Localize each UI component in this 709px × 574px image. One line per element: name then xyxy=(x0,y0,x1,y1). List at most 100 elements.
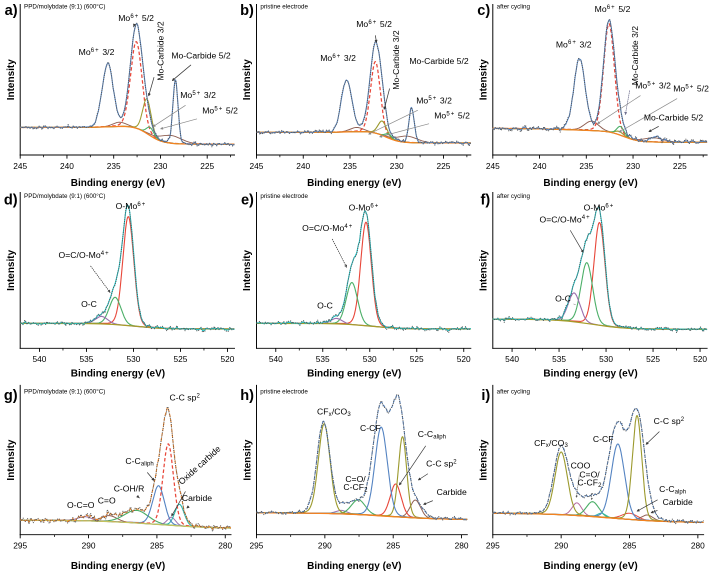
svg-text:M o 3: M o 3 / 2 6 + xyxy=(556,24,597,52)
svg-text:295: 295 xyxy=(13,541,27,551)
svg-text:pristine electrode: pristine electrode xyxy=(260,389,308,396)
svg-text:Carbide: Carbide xyxy=(437,487,467,497)
svg-text:Mo-Carbide 3/2: Mo-Carbide 3/2 xyxy=(156,21,166,81)
svg-text:O-C=O: O-C=O xyxy=(67,500,95,510)
svg-text:M o 5: M o 5 / 2 5 + xyxy=(202,91,243,119)
svg-text:290: 290 xyxy=(82,541,96,551)
svg-text:540: 540 xyxy=(269,354,283,364)
svg-text:230: 230 xyxy=(626,161,640,171)
svg-text:C - C a: C - C a l p h xyxy=(659,472,688,498)
svg-text:C F / C: C F / C O x 3 xyxy=(317,395,353,421)
svg-text:Mo-Carbide 5/2: Mo-Carbide 5/2 xyxy=(409,56,469,66)
svg-text:Intensity: Intensity xyxy=(479,59,490,101)
svg-text:C F / C: C F / C O x 3 xyxy=(534,426,570,452)
svg-text:240: 240 xyxy=(533,161,547,171)
svg-text:Intensity: Intensity xyxy=(6,59,17,101)
svg-text:i): i) xyxy=(481,388,490,404)
svg-text:h): h) xyxy=(240,388,254,404)
svg-text:e): e) xyxy=(241,193,254,209)
svg-text:g): g) xyxy=(4,388,18,404)
svg-text:Binding energy (eV): Binding energy (eV) xyxy=(71,561,165,572)
svg-text:290: 290 xyxy=(318,541,332,551)
svg-text:Intensity: Intensity xyxy=(242,439,253,481)
svg-text:535: 535 xyxy=(552,354,566,364)
svg-text:Carbide: Carbide xyxy=(182,493,212,503)
svg-text:COO: COO xyxy=(571,460,591,470)
svg-text:520: 520 xyxy=(457,354,471,364)
svg-text:280: 280 xyxy=(218,541,232,551)
svg-text:O - M o: O - M o 6 + xyxy=(116,186,147,214)
svg-text:Mo-Carbide 3/2: Mo-Carbide 3/2 xyxy=(630,26,640,86)
svg-text:285: 285 xyxy=(150,541,164,551)
svg-text:Binding energy (eV): Binding energy (eV) xyxy=(543,561,637,572)
svg-text:M o 3: M o 3 / 2 5 + xyxy=(180,75,221,103)
svg-text:280: 280 xyxy=(691,541,705,551)
svg-text:C-CF: C-CF xyxy=(360,423,381,433)
svg-text:PPD/molybdate (9:1) (600°C): PPD/molybdate (9:1) (600°C) xyxy=(24,193,105,200)
svg-text:Binding energy (eV): Binding energy (eV) xyxy=(307,369,401,380)
svg-text:Binding energy (eV): Binding energy (eV) xyxy=(71,178,165,189)
svg-text:230: 230 xyxy=(390,161,404,171)
svg-text:f): f) xyxy=(481,193,491,209)
svg-text:245: 245 xyxy=(13,161,27,171)
svg-text:b): b) xyxy=(240,3,254,19)
svg-text:240: 240 xyxy=(296,161,310,171)
svg-text:Binding energy (eV): Binding energy (eV) xyxy=(307,561,401,572)
svg-text:C - C: C - C s p 2 xyxy=(654,404,687,429)
svg-text:O - M o: O - M o 6 + xyxy=(584,188,615,216)
svg-text:Binding energy (eV): Binding energy (eV) xyxy=(71,369,165,380)
svg-text:230: 230 xyxy=(153,161,167,171)
svg-text:Intensity: Intensity xyxy=(479,249,490,291)
svg-text:c): c) xyxy=(477,3,490,19)
svg-text:O-C: O-C xyxy=(81,299,97,309)
svg-text:pristine electrode: pristine electrode xyxy=(260,4,308,11)
svg-text:240: 240 xyxy=(60,161,74,171)
svg-text:Intensity: Intensity xyxy=(6,439,17,481)
svg-text:after cycling: after cycling xyxy=(497,389,531,396)
svg-text:M o 3: M o 3 / 2 6 + xyxy=(79,32,120,60)
svg-text:C - C a: C - C a l i p h xyxy=(125,444,156,470)
svg-text:Binding energy (eV): Binding energy (eV) xyxy=(543,369,637,380)
svg-text:M o 5: M o 5 / 2 6 + xyxy=(356,4,397,32)
svg-text:C - C: C - C s p 2 xyxy=(426,447,459,472)
svg-text:Intensity: Intensity xyxy=(6,249,17,291)
svg-text:Intensity: Intensity xyxy=(242,249,253,291)
svg-text:C - C F: C - C F 2 xyxy=(577,466,603,491)
svg-text:295: 295 xyxy=(486,541,500,551)
svg-text:225: 225 xyxy=(200,161,214,171)
svg-text:O = C /: O = C / O - M o 4 + xyxy=(302,208,353,236)
svg-text:O-C: O-C xyxy=(555,294,571,304)
svg-text:290: 290 xyxy=(554,541,568,551)
svg-text:O = C /: O = C / O - M o 4 + xyxy=(539,199,590,227)
svg-text:d): d) xyxy=(4,193,18,209)
svg-text:285: 285 xyxy=(386,541,400,551)
svg-text:M o 3: M o 3 / 2 5 + xyxy=(416,80,457,108)
svg-text:C - C a: C - C a l i p h xyxy=(418,417,449,443)
svg-text:Intensity: Intensity xyxy=(479,439,490,481)
svg-text:525: 525 xyxy=(410,354,424,364)
svg-text:C - C F: C - C F 2 xyxy=(343,470,369,495)
svg-text:C-CF: C-CF xyxy=(593,434,614,444)
svg-text:525: 525 xyxy=(646,354,660,364)
svg-text:Mo-Carbide 3/2: Mo-Carbide 3/2 xyxy=(391,30,401,90)
svg-text:285: 285 xyxy=(623,541,637,551)
svg-text:Intensity: Intensity xyxy=(242,59,253,101)
svg-text:M o 3: M o 3 / 2 5 + xyxy=(635,65,676,93)
svg-text:PPD/molybdate (9:1) (600°C): PPD/molybdate (9:1) (600°C) xyxy=(24,389,105,396)
svg-text:C - C: C - C s p 2 xyxy=(169,381,202,406)
svg-text:O - M o: O - M o 6 + xyxy=(349,188,380,216)
svg-text:295: 295 xyxy=(250,541,264,551)
svg-text:after cycling: after cycling xyxy=(497,193,531,200)
svg-text:O-C: O-C xyxy=(317,301,333,311)
svg-text:M o 3: M o 3 / 2 6 + xyxy=(320,38,361,66)
svg-text:225: 225 xyxy=(673,161,687,171)
svg-text:C-OH/R: C-OH/R xyxy=(114,484,145,494)
svg-text:540: 540 xyxy=(33,354,47,364)
svg-text:C=O: C=O xyxy=(98,495,116,505)
svg-text:540: 540 xyxy=(505,354,519,364)
svg-text:235: 235 xyxy=(107,161,121,171)
svg-text:Binding energy (eV): Binding energy (eV) xyxy=(307,178,401,189)
svg-text:M o 5: M o 5 / 2 6 + xyxy=(595,0,636,17)
svg-text:535: 535 xyxy=(80,354,94,364)
svg-text:PPD/molybdate (9:1) (600°C): PPD/molybdate (9:1) (600°C) xyxy=(24,4,105,11)
